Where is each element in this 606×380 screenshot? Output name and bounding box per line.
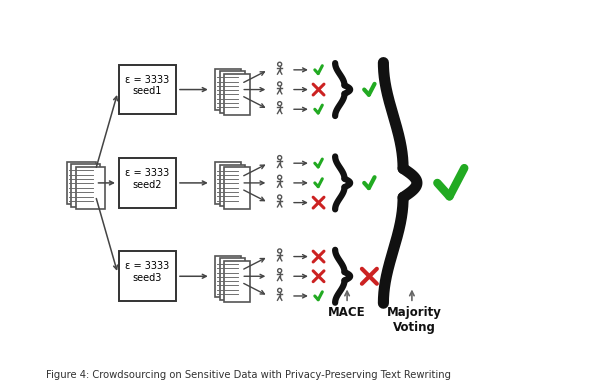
Bar: [67, 162, 96, 204]
Bar: [215, 69, 241, 110]
Text: Majority
Voting: Majority Voting: [387, 306, 442, 334]
Bar: [215, 255, 241, 297]
Bar: [224, 167, 250, 209]
Text: ε = 3333
seed1: ε = 3333 seed1: [125, 74, 170, 96]
Text: MACE: MACE: [328, 306, 366, 319]
Text: Figure 4: Crowdsourcing on Sensitive Data with Privacy-Preserving Text Rewriting: Figure 4: Crowdsourcing on Sensitive Dat…: [46, 370, 451, 380]
Bar: [76, 167, 105, 209]
Bar: [71, 164, 100, 207]
Bar: [119, 251, 176, 301]
Bar: [224, 74, 250, 116]
Bar: [224, 261, 250, 302]
Text: ε = 3333
seed2: ε = 3333 seed2: [125, 168, 170, 190]
Bar: [119, 65, 176, 114]
Bar: [119, 158, 176, 208]
Bar: [219, 258, 245, 299]
Bar: [219, 165, 245, 206]
Bar: [219, 71, 245, 113]
Bar: [215, 162, 241, 204]
Text: ε = 3333
seed3: ε = 3333 seed3: [125, 261, 170, 283]
